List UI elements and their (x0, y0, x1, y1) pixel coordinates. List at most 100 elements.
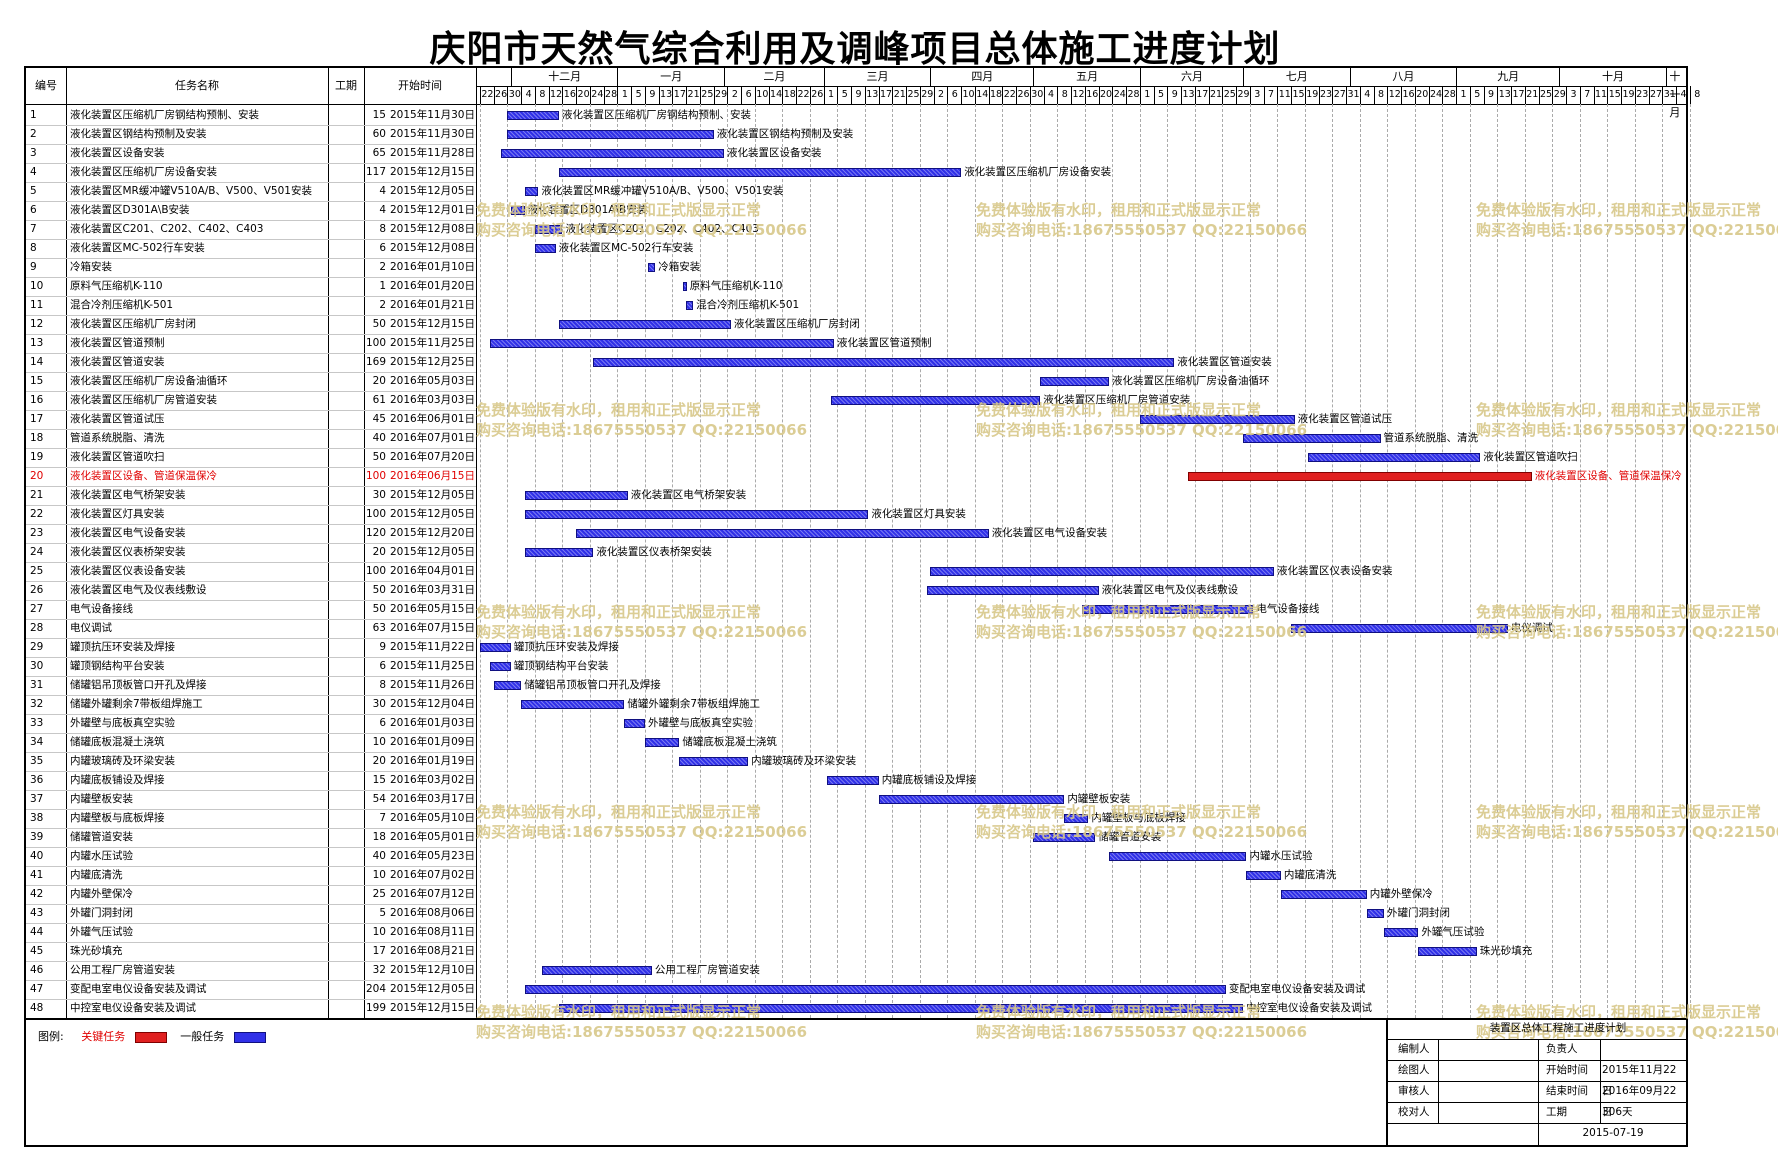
table-row[interactable]: 39 储罐管道安装 18 2016年05月01日 (26, 828, 476, 848)
gantt-bar[interactable] (648, 263, 656, 272)
table-row[interactable]: 37 内罐壁板安装 54 2016年03月17日 (26, 790, 476, 810)
table-row[interactable]: 47 变配电室电仪设备安装及调试 204 2015年12月05日 (26, 980, 476, 1000)
table-row[interactable]: 8 液化装置区MC-502行车安装 6 2015年12月08日 (26, 239, 476, 259)
gantt-bar[interactable] (1291, 624, 1508, 633)
gantt-bar[interactable] (510, 206, 525, 215)
gantt-bar[interactable] (1033, 833, 1096, 842)
table-row[interactable]: 7 液化装置区C201、C202、C402、C403 8 2015年12月08日 (26, 220, 476, 240)
gantt-bar[interactable] (1418, 947, 1477, 956)
table-row[interactable]: 16 液化装置区压缩机厂房管道安装 61 2016年03月03日 (26, 391, 476, 411)
table-row[interactable]: 21 液化装置区电气桥架安装 30 2015年12月05日 (26, 486, 476, 506)
gantt-bar[interactable] (1246, 871, 1281, 880)
gantt-bar[interactable] (1188, 472, 1532, 481)
gantt-bar[interactable] (1366, 909, 1384, 918)
table-row[interactable]: 43 外罐门洞封闭 5 2016年08月06日 (26, 904, 476, 924)
table-row[interactable]: 38 内罐壁板与底板焊接 7 2016年05月10日 (26, 809, 476, 829)
gantt-bar[interactable] (507, 111, 560, 120)
gantt-bar[interactable] (541, 966, 652, 975)
gantt-bar[interactable] (490, 662, 511, 671)
table-row[interactable]: 42 内罐外壁保冷 25 2016年07月12日 (26, 885, 476, 905)
table-row[interactable]: 30 罐顶钢结构平台安装 6 2015年11月25日 (26, 657, 476, 677)
day-tick: 31 (1346, 86, 1360, 104)
table-row[interactable]: 40 内罐水压试验 40 2016年05月23日 (26, 847, 476, 867)
table-row[interactable]: 35 内罐玻璃砖及环梁安装 20 2016年01月19日 (26, 752, 476, 772)
table-row[interactable]: 32 储罐外罐剩余7带板组焊施工 30 2015年12月04日 (26, 695, 476, 715)
table-row[interactable]: 24 液化装置区仪表桥架安装 20 2015年12月05日 (26, 543, 476, 563)
gantt-bar[interactable] (524, 548, 594, 557)
gantt-bar[interactable] (507, 130, 714, 139)
table-row[interactable]: 44 外罐气压试验 10 2016年08月11日 (26, 923, 476, 943)
table-row[interactable]: 26 液化装置区电气及仪表线敷设 50 2016年03月31日 (26, 581, 476, 601)
gantt-bar[interactable] (1064, 814, 1089, 823)
gantt-bar[interactable] (930, 567, 1274, 576)
gantt-bar[interactable] (1280, 890, 1367, 899)
gantt-bar[interactable] (500, 149, 725, 158)
table-row[interactable]: 12 液化装置区压缩机厂房封闭 50 2015年12月15日 (26, 315, 476, 335)
table-row[interactable]: 10 原料气压缩机K-110 1 2016年01月20日 (26, 277, 476, 297)
table-row[interactable]: 48 中控室电仪设备安装及调试 199 2015年12月15日 (26, 999, 476, 1019)
table-row[interactable]: 18 管道系统脱脂、清洗 40 2016年07月01日 (26, 429, 476, 449)
gantt-bar[interactable] (1040, 377, 1109, 386)
gantt-bar[interactable] (1243, 434, 1381, 443)
gantt-bar[interactable] (686, 301, 694, 310)
gantt-bar[interactable] (830, 396, 1041, 405)
table-row[interactable]: 46 公用工程厂房管道安装 32 2015年12月10日 (26, 961, 476, 981)
table-row[interactable]: 17 液化装置区管道试压 45 2016年06月01日 (26, 410, 476, 430)
table-row[interactable]: 5 液化装置区MR缓冲罐V510A/B、V500、V501安装 4 2015年12月0… (26, 182, 476, 202)
table-row[interactable]: 6 液化装置区D301A\B安装 4 2015年12月01日 (26, 201, 476, 221)
gantt-bar[interactable] (878, 795, 1065, 804)
gantt-bar[interactable] (1108, 852, 1247, 861)
table-row[interactable]: 2 液化装置区钢结构预制及安装 60 2015年11月30日 (26, 125, 476, 145)
table-row[interactable]: 29 罐顶抗压环安装及焊接 9 2015年11月22日 (26, 638, 476, 658)
gantt-bar[interactable] (534, 225, 563, 234)
table-row[interactable]: 1 液化装置区压缩机厂房钢结构预制、安装 15 2015年11月30日 (26, 106, 476, 126)
gantt-bar[interactable] (1308, 453, 1481, 462)
table-row[interactable]: 13 液化装置区管道预制 100 2015年11月25日 (26, 334, 476, 354)
gantt-bar[interactable] (1383, 928, 1419, 937)
table-row[interactable]: 33 外罐壁与底板真空实验 6 2016年01月03日 (26, 714, 476, 734)
table-row[interactable]: 19 液化装置区管道吹扫 50 2016年07月20日 (26, 448, 476, 468)
gantt-bar[interactable] (559, 1004, 1244, 1013)
gantt-bar[interactable] (576, 529, 989, 538)
gantt-bar[interactable] (593, 358, 1175, 367)
gantt-bar[interactable] (524, 187, 539, 196)
gantt-bar[interactable] (524, 510, 869, 519)
gantt-bar[interactable] (559, 168, 962, 177)
table-row[interactable]: 20 液化装置区设备、管道保温保冷 100 2016年06月15日 (26, 467, 476, 487)
gantt-bar[interactable] (559, 320, 731, 329)
gantt-bar[interactable] (524, 491, 628, 500)
gantt-bar[interactable] (493, 681, 522, 690)
gantt-bar[interactable] (1081, 605, 1254, 614)
task-id: 40 (30, 850, 44, 862)
table-row[interactable]: 36 内罐底板铺设及焊接 15 2016年03月02日 (26, 771, 476, 791)
gantt-bar[interactable] (644, 738, 680, 747)
task-dur: 204 (365, 983, 386, 995)
table-row[interactable]: 28 电仪调试 63 2016年07月15日 (26, 619, 476, 639)
table-row[interactable]: 4 液化装置区压缩机厂房设备安装 117 2015年12月15日 (26, 163, 476, 183)
gantt-bar[interactable] (827, 776, 879, 785)
gantt-bar[interactable] (1139, 415, 1295, 424)
table-row[interactable]: 23 液化装置区电气设备安装 120 2015年12月20日 (26, 524, 476, 544)
table-row[interactable]: 31 储罐铝吊顶板管口开孔及焊接 8 2015年11月26日 (26, 676, 476, 696)
table-row[interactable]: 34 储罐底板混凝土浇筑 10 2016年01月09日 (26, 733, 476, 753)
table-row[interactable]: 9 冷箱安装 2 2016年01月10日 (26, 258, 476, 278)
gantt-bar[interactable] (524, 985, 1226, 994)
table-row[interactable]: 22 液化装置区灯具安装 100 2015年12月05日 (26, 505, 476, 525)
table-row[interactable]: 15 液化装置区压缩机厂房设备油循环 20 2016年05月03日 (26, 372, 476, 392)
table-row[interactable]: 45 珠光砂填充 17 2016年08月21日 (26, 942, 476, 962)
gantt-bar[interactable] (521, 700, 625, 709)
table-row[interactable]: 3 液化装置区设备安装 65 2015年11月28日 (26, 144, 476, 164)
gantt-bar[interactable] (490, 339, 834, 348)
gantt-bar[interactable] (624, 719, 645, 728)
table-row[interactable]: 25 液化装置区仪表设备安装 100 2016年04月01日 (26, 562, 476, 582)
gantt-bar[interactable] (480, 643, 511, 652)
table-row[interactable]: 27 电气设备接线 50 2016年05月15日 (26, 600, 476, 620)
gantt-bar[interactable] (926, 586, 1099, 595)
table-row[interactable]: 11 混合冷剂压缩机K-501 2 2016年01月21日 (26, 296, 476, 316)
gantt-bar[interactable] (682, 282, 687, 291)
table-row[interactable]: 14 液化装置区管道安装 169 2015年12月25日 (26, 353, 476, 373)
table-row[interactable]: 41 内罐底清洗 10 2016年07月02日 (26, 866, 476, 886)
day-tick: 7 (1263, 86, 1278, 104)
gantt-bar[interactable] (679, 757, 749, 766)
gantt-bar[interactable] (534, 244, 556, 253)
